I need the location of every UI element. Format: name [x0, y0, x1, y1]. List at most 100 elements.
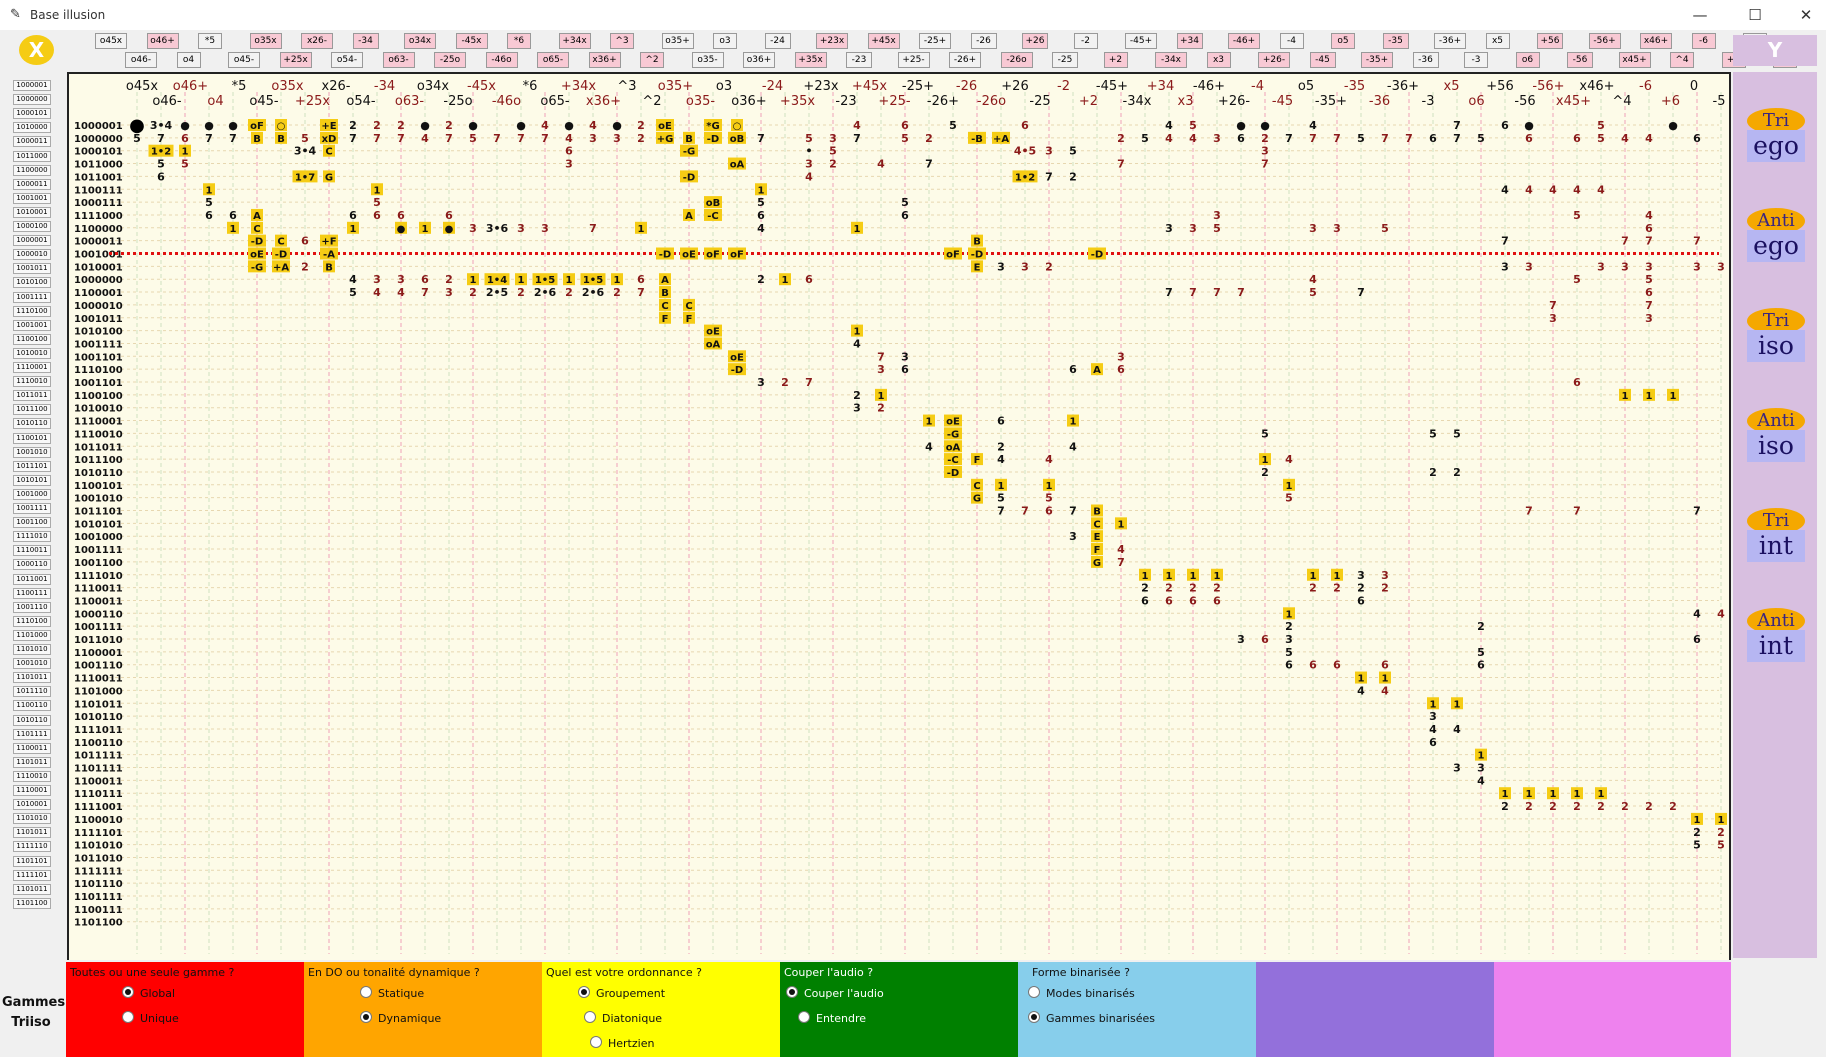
- minimize-button[interactable]: —: [1692, 6, 1708, 24]
- top-button[interactable]: +45x: [867, 33, 900, 49]
- top-button[interactable]: o34x: [404, 33, 436, 49]
- side-mode-button[interactable]: Tri iso: [1745, 308, 1807, 372]
- top-button[interactable]: +56: [1537, 33, 1563, 49]
- left-label[interactable]: 1101111: [13, 728, 51, 740]
- left-label[interactable]: 1001111: [13, 291, 51, 303]
- left-label[interactable]: 1000101: [13, 108, 51, 120]
- y-button[interactable]: Y: [1733, 35, 1817, 66]
- left-label[interactable]: 1000001: [13, 235, 51, 247]
- top-button[interactable]: -34x: [1155, 52, 1187, 68]
- left-label[interactable]: 1100100: [13, 333, 51, 345]
- left-label[interactable]: 1110010: [13, 770, 51, 782]
- left-label[interactable]: 1101100: [13, 897, 51, 909]
- left-label[interactable]: 1010110: [13, 714, 51, 726]
- top-button[interactable]: -25+: [919, 33, 951, 49]
- top-button[interactable]: -26o: [1000, 52, 1033, 68]
- left-label[interactable]: 1001000: [13, 488, 51, 500]
- top-button[interactable]: -4: [1279, 33, 1304, 49]
- radio-option[interactable]: Hertzien: [590, 1036, 654, 1050]
- radio-option[interactable]: Entendre: [798, 1011, 866, 1025]
- top-button[interactable]: -35+: [1361, 52, 1393, 68]
- radio-button[interactable]: [1028, 986, 1040, 998]
- left-label[interactable]: 1001010: [13, 446, 51, 458]
- left-label[interactable]: 1101101: [13, 855, 51, 867]
- left-label[interactable]: 1011110: [13, 686, 51, 698]
- top-button[interactable]: -45: [1309, 52, 1336, 68]
- top-button[interactable]: +25-: [897, 52, 930, 68]
- radio-button[interactable]: [798, 1011, 810, 1023]
- top-button[interactable]: o4: [176, 52, 201, 68]
- top-button[interactable]: -56: [1567, 52, 1593, 68]
- maximize-button[interactable]: ☐: [1748, 6, 1762, 24]
- side-mode-button[interactable]: Tri int: [1745, 508, 1807, 572]
- left-label[interactable]: 1110001: [13, 362, 51, 373]
- left-label[interactable]: 1011101: [13, 460, 51, 472]
- left-label[interactable]: 1011011: [13, 390, 51, 402]
- top-button[interactable]: +26-: [1258, 52, 1290, 68]
- top-button[interactable]: -46o: [485, 52, 518, 68]
- top-button[interactable]: x3: [1206, 52, 1231, 68]
- top-button[interactable]: x45+: [1618, 52, 1651, 68]
- top-button[interactable]: o45x: [95, 33, 127, 49]
- top-button[interactable]: ^4: [1670, 52, 1694, 68]
- left-label[interactable]: 1010100: [13, 277, 51, 289]
- left-label[interactable]: 1100101: [13, 432, 51, 444]
- left-label[interactable]: 1101000: [13, 629, 51, 641]
- top-button[interactable]: o35+: [661, 33, 694, 49]
- top-button[interactable]: +34: [1176, 33, 1203, 49]
- left-label[interactable]: 1010000: [13, 122, 51, 134]
- left-label[interactable]: 1010101: [13, 474, 51, 486]
- top-button[interactable]: -35: [1382, 33, 1409, 49]
- radio-option[interactable]: Dynamique: [360, 1011, 441, 1025]
- left-label[interactable]: 1100110: [13, 700, 51, 712]
- left-label[interactable]: 1001110: [13, 601, 51, 613]
- left-label[interactable]: 1000000: [13, 94, 51, 106]
- radio-option[interactable]: Unique: [122, 1011, 179, 1025]
- top-button[interactable]: x5: [1485, 33, 1510, 49]
- side-mode-button[interactable]: Tri ego: [1745, 108, 1807, 172]
- left-label[interactable]: 1100000: [13, 164, 51, 176]
- radio-button[interactable]: [360, 986, 372, 998]
- top-button[interactable]: o35x: [249, 33, 282, 49]
- top-button[interactable]: x46+: [1640, 33, 1672, 49]
- top-button[interactable]: o5: [1331, 33, 1355, 49]
- left-label[interactable]: 1111110: [13, 841, 51, 853]
- left-label[interactable]: 1011001: [13, 573, 51, 585]
- top-button[interactable]: -25o: [434, 52, 466, 68]
- top-button[interactable]: -24: [764, 33, 791, 49]
- top-button[interactable]: -45x: [455, 33, 488, 49]
- left-label[interactable]: 1010110: [13, 418, 51, 430]
- radio-option[interactable]: Modes binarisés: [1028, 986, 1135, 1000]
- top-button[interactable]: o65-: [537, 52, 569, 68]
- left-label[interactable]: 1101010: [13, 813, 51, 825]
- top-button[interactable]: o35-: [691, 52, 724, 68]
- left-label[interactable]: 1010001: [13, 799, 51, 811]
- top-button[interactable]: o54-: [331, 52, 363, 68]
- radio-button[interactable]: [786, 986, 798, 998]
- left-label[interactable]: 1000100: [13, 221, 51, 232]
- left-label[interactable]: 1001010: [13, 658, 51, 670]
- left-label[interactable]: 1100011: [13, 742, 51, 754]
- radio-option[interactable]: Statique: [360, 986, 424, 1000]
- top-button[interactable]: +35x: [794, 52, 827, 68]
- top-button[interactable]: -36: [1412, 52, 1439, 68]
- left-label[interactable]: 1101011: [13, 883, 51, 895]
- top-button[interactable]: -56+: [1588, 33, 1621, 49]
- top-button[interactable]: o3: [713, 33, 737, 49]
- left-label[interactable]: 1010010: [13, 347, 51, 359]
- top-button[interactable]: -23: [846, 52, 872, 68]
- close-button[interactable]: ✕: [1799, 6, 1813, 24]
- top-button[interactable]: *5: [198, 33, 222, 49]
- top-button[interactable]: +26: [1022, 33, 1048, 49]
- top-button[interactable]: ^3: [610, 33, 634, 49]
- top-button[interactable]: o45-: [228, 52, 260, 68]
- left-label[interactable]: 1110100: [13, 615, 51, 627]
- top-button[interactable]: o6: [1515, 52, 1540, 68]
- top-button[interactable]: -3: [1464, 52, 1488, 68]
- radio-button[interactable]: [360, 1011, 372, 1023]
- top-button[interactable]: +23x: [816, 33, 848, 49]
- radio-button[interactable]: [590, 1036, 602, 1048]
- radio-option[interactable]: Diatonique: [584, 1011, 662, 1025]
- radio-option[interactable]: Global: [122, 986, 175, 1000]
- top-button[interactable]: -26+: [949, 52, 981, 68]
